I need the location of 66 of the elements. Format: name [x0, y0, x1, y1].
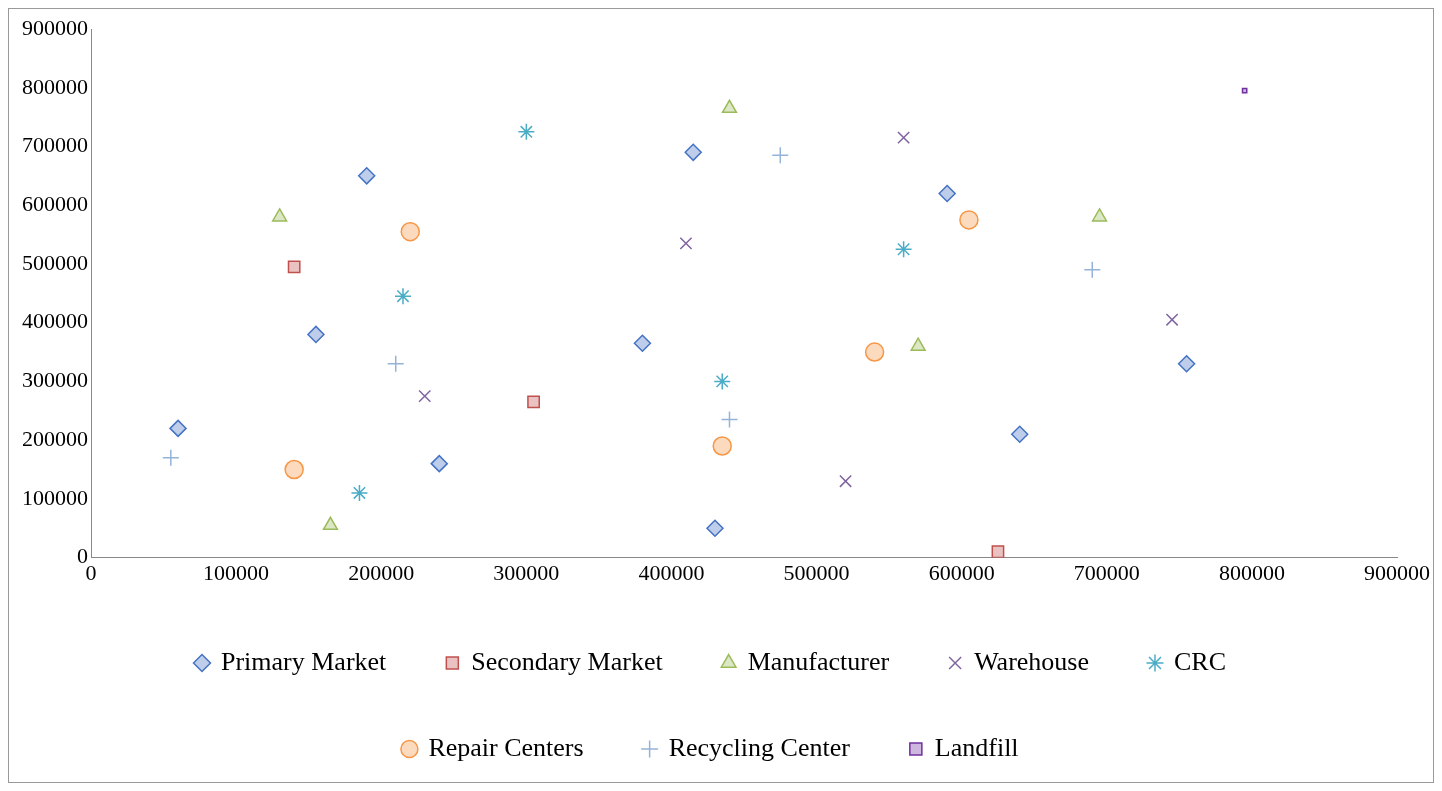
point — [162, 449, 180, 467]
point — [517, 123, 536, 141]
point — [894, 240, 913, 258]
legend-label: Manufacturer — [747, 646, 890, 676]
legend-label: CRC — [1173, 646, 1227, 676]
point — [394, 287, 412, 305]
legend-label: Landfill — [934, 732, 1019, 762]
point — [713, 372, 731, 391]
legend-label: Secondary Market — [471, 646, 664, 676]
point — [271, 208, 288, 222]
y-tick-label: 400000 — [22, 308, 88, 334]
point — [864, 342, 885, 362]
point — [1241, 87, 1248, 94]
x-tick-label: 700000 — [1073, 559, 1140, 585]
point — [959, 210, 979, 230]
y-tick-label: 500000 — [22, 249, 88, 275]
point — [910, 337, 926, 351]
point — [322, 516, 339, 531]
point — [1165, 313, 1179, 327]
point — [430, 454, 449, 473]
point — [679, 236, 693, 250]
point — [287, 260, 301, 274]
point — [720, 410, 739, 429]
y-tick-label: 200000 — [22, 425, 88, 451]
y-tick-label: 900000 — [22, 14, 88, 40]
point — [897, 131, 911, 145]
point — [1083, 261, 1102, 279]
legend-label: Recycling Center — [668, 732, 851, 762]
point — [1177, 355, 1196, 373]
point — [771, 146, 790, 165]
point — [991, 545, 1005, 558]
x-tick-label: 200000 — [348, 559, 415, 585]
y-tick-label: 600000 — [22, 190, 88, 216]
point — [357, 167, 376, 185]
point — [350, 484, 369, 502]
point — [169, 419, 187, 438]
point — [938, 184, 956, 203]
point — [684, 143, 702, 162]
point — [386, 355, 405, 373]
x-tick-label: 500000 — [783, 559, 850, 585]
point — [712, 436, 732, 456]
point — [1091, 208, 1108, 222]
point — [1010, 425, 1029, 444]
point — [307, 325, 325, 344]
x-tick-label: 100000 — [203, 559, 270, 585]
point — [418, 389, 432, 403]
point — [284, 459, 304, 480]
point — [400, 221, 420, 242]
point — [633, 334, 652, 352]
legend-label: Repair Centers — [428, 732, 584, 762]
point — [706, 519, 724, 537]
x-tick-label: 800000 — [1218, 559, 1285, 585]
y-tick-label: 800000 — [22, 73, 88, 99]
legend-label: Warehouse — [974, 646, 1089, 676]
legend-label: Primary Market — [220, 646, 388, 676]
y-tick-label: 700000 — [22, 132, 88, 158]
x-tick-label: 300000 — [493, 559, 560, 585]
x-tick-label: 400000 — [638, 559, 705, 585]
y-tick-label: 100000 — [22, 484, 88, 510]
x-tick-label: 600000 — [928, 559, 995, 585]
point — [839, 474, 852, 488]
y-tick-label: 300000 — [22, 367, 88, 393]
y-tick-label: 0 — [77, 543, 88, 569]
x-tick-label: 900000 — [1364, 559, 1430, 585]
point — [527, 395, 540, 409]
point — [721, 99, 738, 114]
